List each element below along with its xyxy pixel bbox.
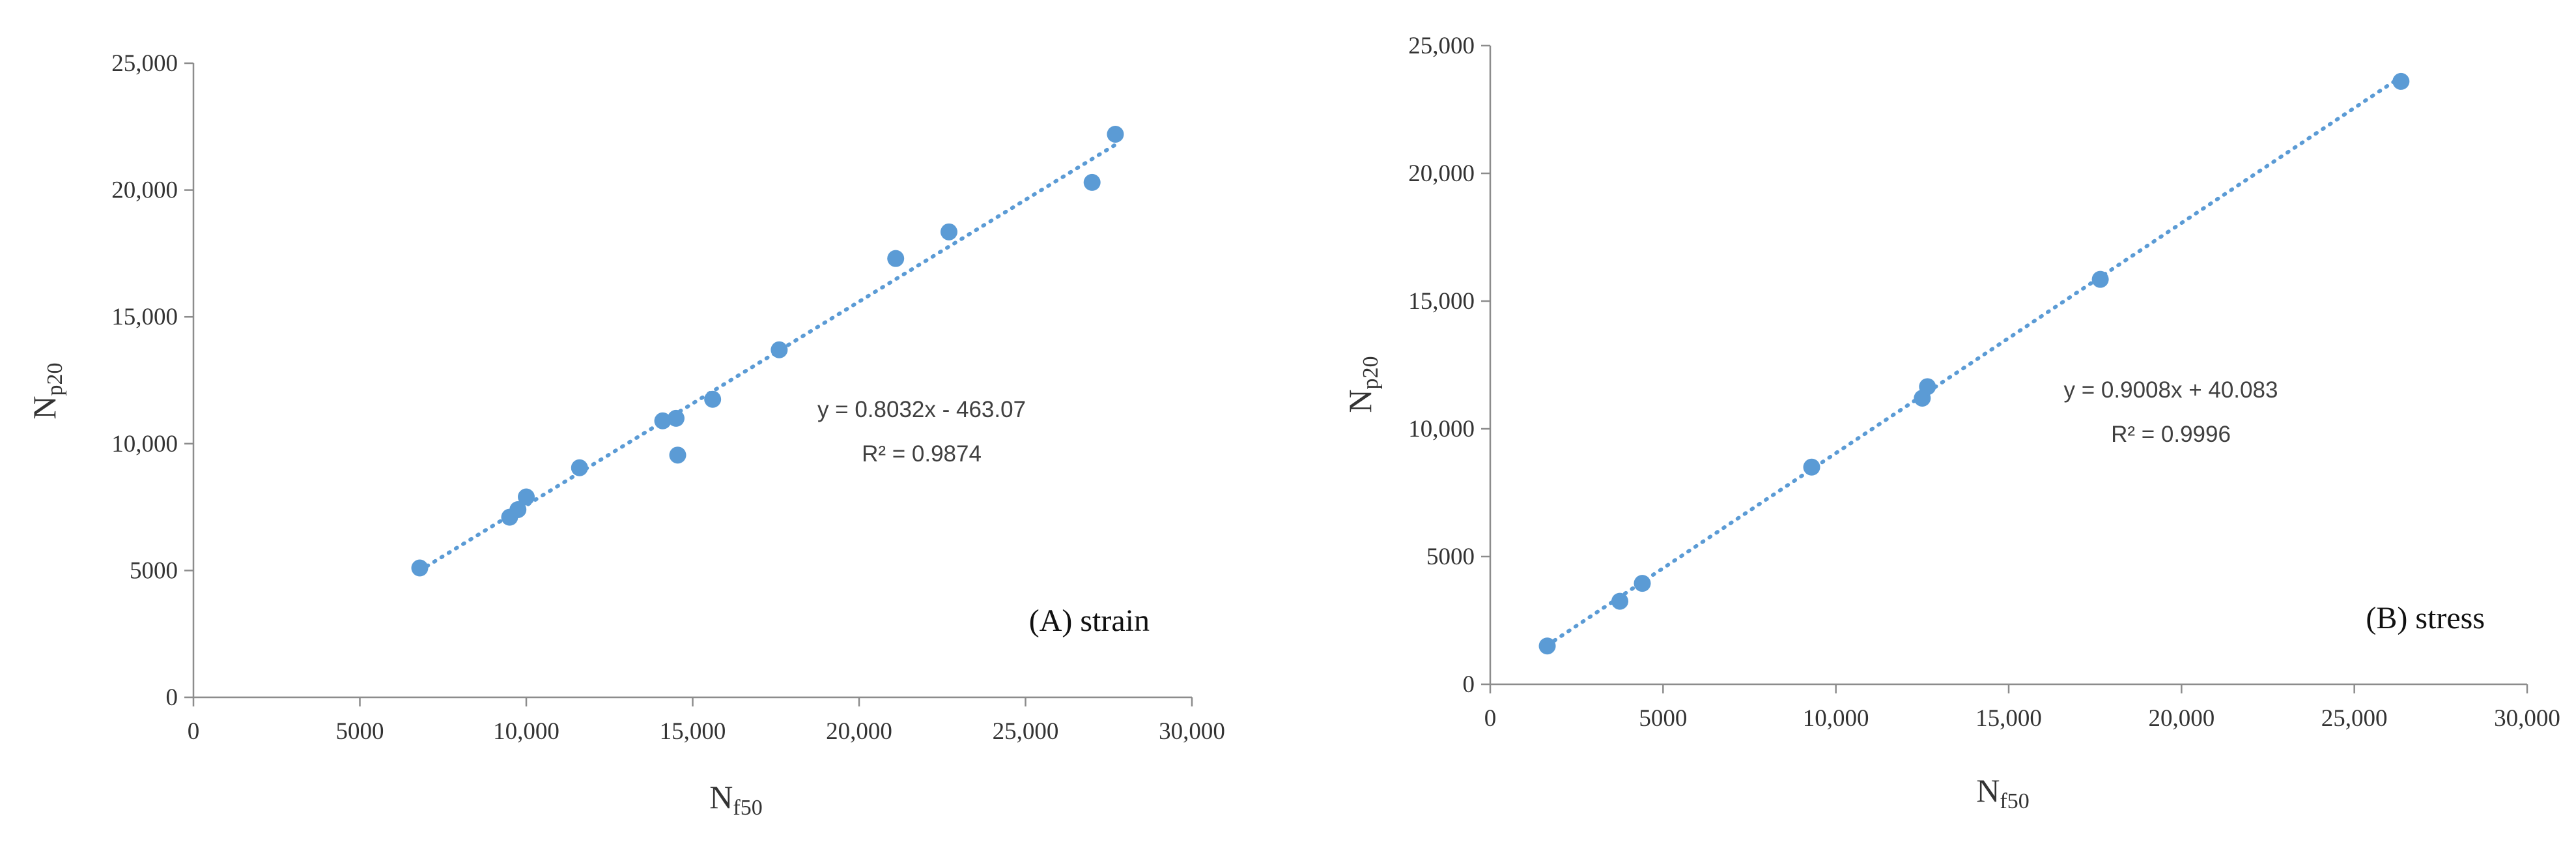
panel-a-r-squared: R² = 0.9874: [862, 441, 982, 467]
panel-b-y-tick-label: 0: [1463, 671, 1475, 698]
panel-a-y-tick-label: 25,000: [111, 50, 178, 77]
panel-a-x-axis-title-sub: f50: [733, 796, 762, 820]
panel-a-x-tick-label: 30,000: [1159, 718, 1225, 745]
panel-a-trendline: [418, 143, 1118, 573]
panel-a-y-tick-label: 15,000: [111, 304, 178, 330]
panel-b-data-point: [1919, 378, 1936, 396]
panel-a-data-point: [509, 501, 527, 518]
panel-b-equation: y = 0.9008x + 40.083: [2064, 377, 2278, 403]
panel-b-x-tick-label: 10,000: [1803, 705, 1869, 732]
panel-a-y-tick-label: 5000: [130, 557, 178, 584]
panel-a-data-point: [518, 488, 535, 506]
panel-b-trendline: [1545, 74, 2403, 648]
panel-b-y-tick-label: 20,000: [1408, 160, 1475, 187]
panel-b-y-tick-label: 10,000: [1408, 416, 1475, 443]
panel-b-y-axis-title-sub: p20: [1359, 356, 1383, 389]
panel-a-marks: 0 5000 10,000 15,000 20,000 25,000 0 5000 10,000…: [111, 50, 1225, 745]
panel-a-x-tick-label: 15,000: [660, 718, 726, 745]
panel-a-equation: y = 0.8032x - 463.07: [817, 397, 1026, 422]
panel-b-y-tick-label: 25,000: [1408, 33, 1475, 59]
panel-b-x-axis-title: Nf50: [1976, 772, 2029, 813]
panel-a-y-axis-title-main: N: [26, 396, 63, 419]
panel-b-x-tick-label: 0: [1484, 705, 1497, 732]
panel-a-data-point: [704, 390, 722, 408]
panel-b-x-tick-label: 30,000: [2494, 705, 2560, 732]
panel-a-data-point: [887, 250, 905, 267]
panel-b-y-tick-label: 15,000: [1408, 288, 1475, 315]
panel-a-y-tick-label: 0: [166, 684, 178, 711]
panel-a-y-axis-title: Np20: [26, 362, 67, 419]
panel-b-data-point: [1803, 458, 1820, 476]
panel-b-x-tick-label: 15,000: [1975, 705, 2042, 732]
panel-a-y-axis-title-sub: p20: [43, 362, 67, 396]
panel-b-data-point: [2091, 270, 2109, 288]
panel-b-data-point: [2392, 72, 2410, 90]
panel-b-stress-chart: 0 5000 10,000 15,000 20,000 25,000 0 5000 10,000…: [1342, 33, 2560, 813]
panel-b-y-axis-title-main: N: [1342, 389, 1378, 413]
panel-a-data-point: [940, 223, 957, 240]
panel-b-x-axis-title-main: N: [1976, 772, 2000, 809]
panel-a-data-point: [571, 459, 588, 476]
panel-a-x-tick-label: 10,000: [493, 718, 559, 745]
panel-a-y-tick-label: 20,000: [111, 177, 178, 204]
panel-b-data-point: [1634, 575, 1651, 592]
panel-a-x-axis-title: Nf50: [709, 779, 762, 820]
panel-a-x-tick-label: 5000: [336, 718, 384, 745]
panel-a-data-point: [1083, 173, 1101, 191]
panel-a-strain-chart: 0 5000 10,000 15,000 20,000 25,000 0 5000 10,000…: [26, 50, 1225, 820]
panel-a-data-point: [667, 409, 685, 427]
panel-a-x-tick-label: 0: [188, 718, 200, 745]
panel-a-data-point: [771, 341, 788, 358]
panel-b-data-point: [1538, 637, 1556, 655]
panel-b-data-point: [1611, 592, 1628, 610]
panel-a-y-tick-label: 10,000: [111, 431, 178, 457]
panel-a-data-point: [411, 559, 429, 577]
panel-a-data-point: [1107, 125, 1124, 143]
panel-b-x-tick-label: 25,000: [2321, 705, 2388, 732]
panel-b-label: (B) stress: [2366, 601, 2485, 635]
panel-a-label: (A) strain: [1029, 603, 1150, 638]
panel-a-x-tick-label: 25,000: [993, 718, 1059, 745]
panel-b-r-squared: R² = 0.9996: [2111, 422, 2231, 447]
panel-b-y-axis-title: Np20: [1342, 356, 1383, 413]
panel-b-x-axis-title-sub: f50: [2000, 789, 2029, 813]
panel-b-x-tick-label: 5000: [1639, 705, 1687, 732]
panel-b-y-tick-label: 5000: [1426, 544, 1475, 570]
panel-b-x-tick-label: 20,000: [2148, 705, 2215, 732]
panel-b-marks: 0 5000 10,000 15,000 20,000 25,000 0 5000 10,000…: [1408, 33, 2560, 732]
panel-a-x-axis-title-main: N: [709, 779, 733, 815]
panel-a-data-point: [669, 446, 686, 464]
panel-a-x-tick-label: 20,000: [826, 718, 892, 745]
panel-a-data-point: [654, 412, 672, 429]
